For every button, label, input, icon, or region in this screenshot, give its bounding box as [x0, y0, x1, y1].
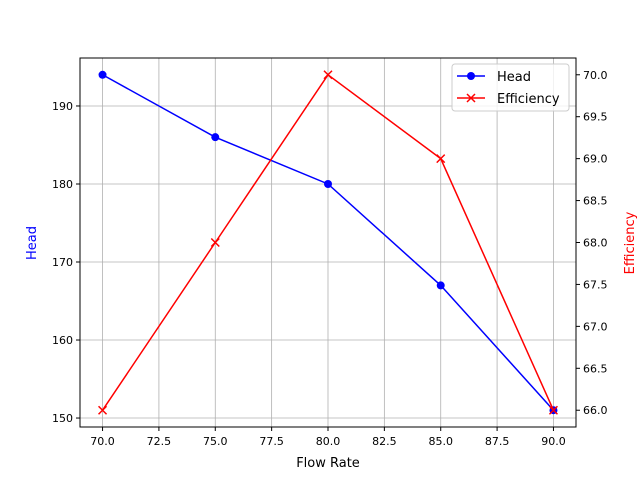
y-axis-left: 150 160 170 180 190: [52, 100, 80, 425]
head-point: [324, 179, 332, 188]
y2-axis-label: Efficiency: [623, 211, 638, 274]
grid-lines: [80, 58, 576, 427]
y-axis-right: 66.0 66.5 67.0 67.5 68.0 68.5 69.0 69.5 70.0: [576, 69, 608, 417]
y-tick-label: 180: [52, 178, 73, 191]
head-point: [436, 281, 445, 290]
y2-tick-label: 67.0: [583, 320, 608, 333]
x-tick-label: 82.5: [372, 435, 397, 448]
x-tick-label: 90.0: [541, 435, 566, 448]
y2-tick-label: 67.5: [583, 278, 608, 291]
efficiency-point: [323, 70, 333, 80]
y2-tick-label: 68.0: [583, 237, 608, 250]
legend-head-marker-icon: [467, 72, 475, 80]
x-axis-label: Flow Rate: [296, 456, 360, 471]
x-tick-label: 80.0: [316, 435, 341, 448]
y2-tick-label: 70.0: [583, 69, 608, 82]
y-axis-label: Head: [25, 226, 40, 260]
legend-head-label: Head: [497, 70, 531, 85]
efficiency-point: [436, 154, 446, 164]
head-point: [211, 133, 220, 142]
y2-tick-label: 66.0: [583, 404, 608, 417]
series-layer: [98, 70, 558, 415]
x-tick-label: 75.0: [203, 435, 228, 448]
y2-tick-label: 69.5: [583, 111, 608, 124]
y2-tick-label: 68.5: [583, 195, 608, 208]
x-tick-label: 85.0: [428, 435, 453, 448]
x-tick-label: 87.5: [485, 435, 510, 448]
efficiency-point: [548, 405, 558, 415]
efficiency-point: [98, 405, 108, 415]
y-tick-label: 190: [52, 100, 73, 113]
x-axis: 70.0 72.5 75.0 77.5 80.0 82.5 85.0 87.5 90.0: [90, 427, 566, 448]
x-tick-label: 77.5: [259, 435, 284, 448]
legend-efficiency-label: Efficiency: [497, 92, 560, 107]
y2-tick-label: 66.5: [583, 362, 608, 375]
legend: Head Efficiency: [451, 63, 570, 112]
y-tick-label: 170: [52, 256, 73, 269]
y-tick-label: 150: [52, 412, 73, 425]
head-point: [98, 70, 107, 79]
legend-efficiency-marker-icon: [466, 93, 476, 103]
x-tick-label: 70.0: [90, 435, 115, 448]
efficiency-point: [210, 237, 220, 248]
y-tick-label: 160: [52, 334, 73, 347]
x-tick-label: 72.5: [147, 435, 172, 448]
y2-tick-label: 69.0: [583, 153, 608, 166]
